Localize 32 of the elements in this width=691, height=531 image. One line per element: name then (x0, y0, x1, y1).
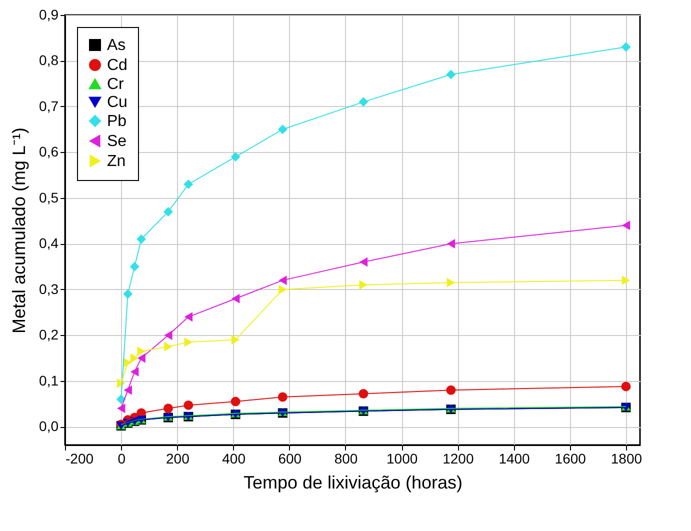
x-tick-label: 0 (118, 450, 126, 466)
point (621, 42, 631, 52)
x-tick-label: 600 (278, 450, 302, 466)
x-tick-label: 800 (334, 450, 358, 466)
x-tick-label: -200 (66, 450, 94, 466)
y-tick-label: 0,2 (39, 326, 59, 343)
y-tick-label: 0,9 (39, 6, 59, 22)
legend-label: Cr (107, 76, 125, 93)
x-tick-label: 1800 (610, 450, 642, 466)
y-tick-label: 0,3 (39, 280, 59, 297)
legend-label: As (107, 37, 126, 54)
legend-label: Cu (107, 94, 128, 111)
legend-label: Zn (107, 153, 126, 170)
y-tick-label: 0,8 (39, 52, 59, 68)
y-tick-label: 0,5 (39, 189, 59, 206)
y-tick-label: 0,4 (39, 235, 59, 252)
x-tick-label: 400 (222, 450, 246, 466)
x-tick-label: 1200 (442, 450, 474, 466)
legend-label: Cd (107, 57, 128, 74)
x-tick-label: 1000 (386, 450, 418, 466)
point (621, 382, 631, 392)
y-tick-label: 0,0 (39, 418, 59, 434)
x-tick-label: 200 (166, 450, 190, 466)
x-tick-label: 1600 (554, 450, 586, 466)
legend-label: Se (107, 133, 127, 150)
x-axis-title: Tempo de lixiviação (horas) (243, 472, 463, 492)
y-tick-label: 0,6 (39, 144, 59, 160)
y-tick-label: 0,1 (39, 372, 59, 388)
y-tick-label: 0,7 (39, 98, 59, 114)
legend-label: Pb (107, 113, 127, 130)
y-axis-title: Metal acumulado (mg L⁻¹) (9, 127, 30, 334)
x-tick-label: 1400 (498, 450, 530, 466)
